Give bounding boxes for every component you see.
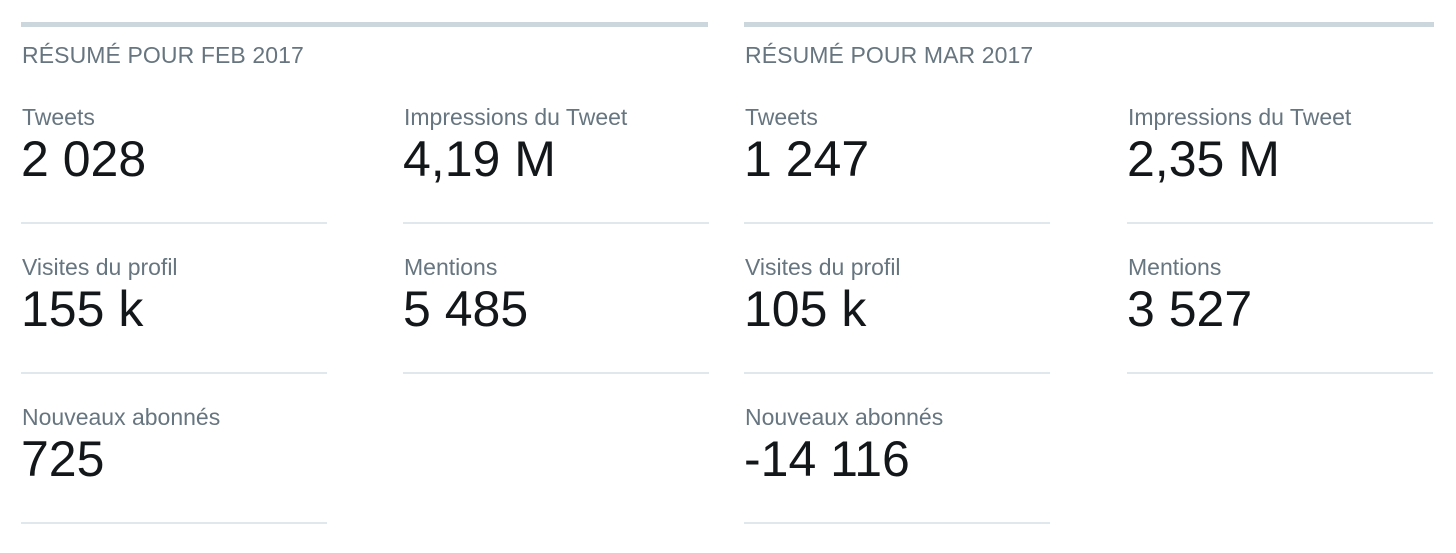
- stat-divider: [21, 522, 327, 524]
- stat-impressions: Impressions du Tweet 2,35 M: [1127, 103, 1433, 253]
- stat-label: Nouveaux abonnés: [22, 404, 221, 430]
- stat-label: Impressions du Tweet: [404, 104, 628, 130]
- stat-divider: [1127, 372, 1433, 374]
- stat-profile-visits: Visites du profil 155 k: [21, 253, 327, 403]
- stat-label: Mentions: [1128, 254, 1222, 280]
- stat-value: 155 k: [21, 281, 144, 337]
- summary-panel-mar-2017: RÉSUMÉ POUR MAR 2017 Tweets 1 247 Impres…: [744, 0, 1434, 552]
- stat-impressions: Impressions du Tweet 4,19 M: [403, 103, 709, 253]
- stat-label: Nouveaux abonnés: [745, 404, 944, 430]
- stat-tweets: Tweets 1 247: [744, 103, 1050, 253]
- stat-new-followers: Nouveaux abonnés 725: [21, 403, 327, 553]
- stat-label: Impressions du Tweet: [1128, 104, 1352, 130]
- stat-divider: [1127, 222, 1433, 224]
- stat-mentions: Mentions 5 485: [403, 253, 709, 403]
- stat-divider: [403, 372, 709, 374]
- stat-label: Visites du profil: [745, 254, 901, 280]
- panel-title: RÉSUMÉ POUR FEB 2017: [22, 42, 304, 68]
- stat-divider: [403, 222, 709, 224]
- stat-new-followers: Nouveaux abonnés -14 116: [744, 403, 1050, 553]
- stat-value: 2 028: [21, 131, 147, 187]
- stat-label: Tweets: [22, 104, 95, 130]
- stat-value: 725: [21, 431, 105, 487]
- panel-top-rule: [21, 22, 708, 27]
- stat-divider: [744, 222, 1050, 224]
- stat-mentions: Mentions 3 527: [1127, 253, 1433, 403]
- stat-value: 4,19 M: [403, 131, 556, 187]
- stat-profile-visits: Visites du profil 105 k: [744, 253, 1050, 403]
- stat-tweets: Tweets 2 028: [21, 103, 327, 253]
- stat-value: -14 116: [744, 431, 910, 487]
- panel-title: RÉSUMÉ POUR MAR 2017: [745, 42, 1034, 68]
- stat-value: 5 485: [403, 281, 529, 337]
- stat-label: Visites du profil: [22, 254, 178, 280]
- stat-divider: [744, 372, 1050, 374]
- stat-value: 2,35 M: [1127, 131, 1280, 187]
- stat-label: Mentions: [404, 254, 498, 280]
- stat-value: 1 247: [744, 131, 870, 187]
- panel-top-rule: [744, 22, 1434, 27]
- stat-divider: [21, 372, 327, 374]
- stat-value: 105 k: [744, 281, 867, 337]
- stat-divider: [744, 522, 1050, 524]
- stat-label: Tweets: [745, 104, 818, 130]
- stat-divider: [21, 222, 327, 224]
- summary-panel-feb-2017: RÉSUMÉ POUR FEB 2017 Tweets 2 028 Impres…: [21, 0, 709, 553]
- stat-value: 3 527: [1127, 281, 1253, 337]
